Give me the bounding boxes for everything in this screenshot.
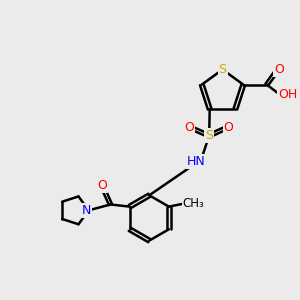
Text: O: O [184, 121, 194, 134]
Text: HN: HN [187, 154, 206, 167]
Text: O: O [97, 179, 107, 192]
Text: O: O [224, 121, 234, 134]
Text: S: S [218, 63, 226, 76]
Text: OH: OH [278, 88, 297, 101]
Text: CH₃: CH₃ [182, 197, 204, 210]
Text: N: N [82, 204, 91, 217]
Text: S: S [205, 129, 213, 142]
Text: O: O [274, 63, 284, 76]
